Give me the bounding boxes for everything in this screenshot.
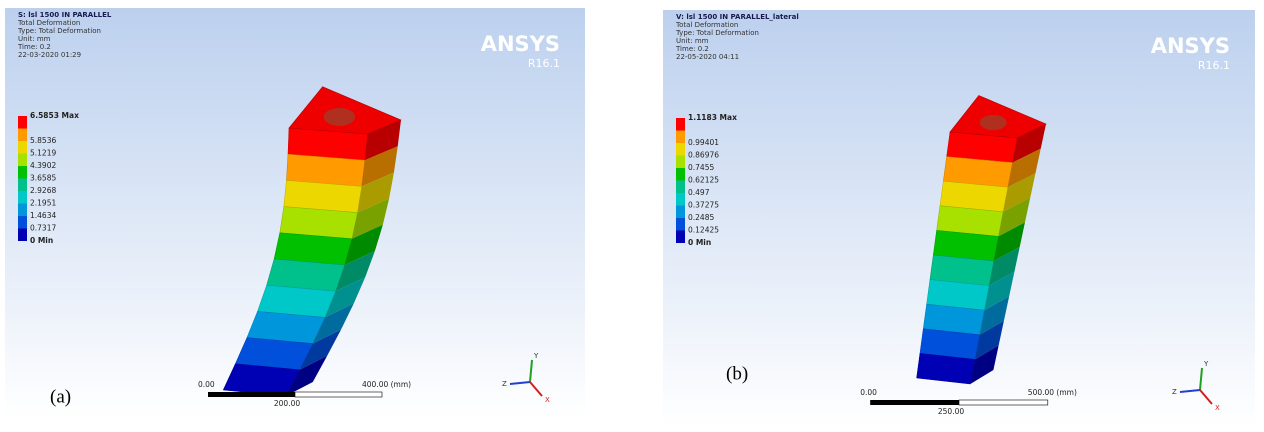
result-info: Total Deformation (675, 21, 738, 29)
legend-label: 5.8536 (30, 136, 56, 145)
legend-swatch (18, 166, 27, 179)
triad-label: Y (533, 352, 539, 360)
legend-label: 2.1951 (30, 199, 56, 208)
result-info: Total Deformation (17, 19, 80, 27)
scale-bar-white (295, 392, 382, 397)
legend-swatch (676, 143, 685, 156)
legend-label: 0.12425 (688, 226, 719, 235)
legend-swatch (18, 116, 27, 129)
triad-label: Z (502, 380, 507, 388)
result-info: Time: 0.2 (675, 45, 709, 53)
scale-mid: 200.00 (274, 399, 300, 408)
legend-label: 0.497 (688, 188, 710, 197)
legend-swatch (676, 218, 685, 231)
result-info: Type: Total Deformation (17, 27, 101, 35)
scale-bar-white (959, 400, 1048, 405)
legend-label: 6.5853 Max (30, 111, 79, 120)
legend-swatch (18, 141, 27, 154)
legend-swatch (676, 206, 685, 219)
legend-swatch (18, 204, 27, 217)
legend-label: 1.1183 Max (688, 113, 737, 122)
result-info: 22-05-2020 04:11 (676, 53, 739, 61)
column-front (223, 364, 299, 396)
triad-label: X (1215, 404, 1220, 412)
legend-swatch (18, 154, 27, 167)
legend-swatch (676, 131, 685, 144)
legend-swatch (676, 168, 685, 181)
brand-version: R16.1 (528, 57, 560, 70)
legend-label: 4.3902 (30, 161, 56, 170)
legend-swatch (676, 181, 685, 194)
legend-label: 5.1219 (30, 149, 56, 158)
scale-bar-black (870, 400, 959, 405)
legend-swatch (18, 216, 27, 229)
brand: ANSYS (481, 32, 560, 56)
legend-label: 0.99401 (688, 138, 719, 147)
triad-label: Y (1203, 360, 1209, 368)
panel-caption: (a) (50, 386, 71, 407)
scale-mid: 250.00 (938, 407, 964, 416)
legend-swatch (18, 129, 27, 142)
result-info: Unit: mm (676, 37, 709, 45)
result-info: Time: 0.2 (17, 43, 51, 51)
figure: S: lsl 1500 IN PARALLELTotal Deformation… (0, 0, 1264, 432)
legend-label: 0.62125 (688, 176, 719, 185)
legend-label: 3.6585 (30, 174, 56, 183)
legend-swatch (676, 156, 685, 169)
legend-label: 0.7455 (688, 163, 714, 172)
column-hole (980, 115, 1007, 130)
scale-end: 400.00 (mm) (362, 380, 411, 389)
legend-label: 0.37275 (688, 201, 719, 210)
scale-start: 0.00 (860, 388, 877, 397)
legend-label: 1.4634 (30, 211, 56, 220)
legend-swatch (18, 229, 27, 242)
result-title: V: lsl 1500 IN PARALLEL_lateral (676, 13, 799, 21)
page: S: lsl 1500 IN PARALLELTotal Deformation… (0, 0, 1264, 432)
legend-label: 0.2485 (688, 213, 714, 222)
brand-version: R16.1 (1198, 59, 1230, 72)
triad-label: X (545, 396, 550, 404)
scale-start: 0.00 (198, 380, 215, 389)
panel-caption: (b) (726, 363, 748, 384)
result-info: Type: Total Deformation (675, 29, 759, 37)
legend-swatch (18, 191, 27, 204)
result-info: Unit: mm (18, 35, 51, 43)
scale-bar-black (208, 392, 295, 397)
scale-end: 500.00 (mm) (1028, 388, 1077, 397)
legend-swatch (676, 193, 685, 206)
legend-label: 2.9268 (30, 186, 56, 195)
result-title: S: lsl 1500 IN PARALLEL (18, 11, 112, 19)
legend-swatch (18, 179, 27, 192)
legend-swatch (676, 231, 685, 244)
legend-swatch (676, 118, 685, 131)
legend-label: 0 Min (688, 238, 711, 247)
triad-label: Z (1172, 388, 1177, 396)
legend-label: 0 Min (30, 236, 53, 245)
brand: ANSYS (1151, 34, 1230, 58)
result-info: 22-03-2020 01:29 (18, 51, 81, 59)
legend-label: 0.86976 (688, 151, 719, 160)
legend-label: 0.7317 (30, 224, 56, 233)
column-hole (324, 108, 355, 126)
